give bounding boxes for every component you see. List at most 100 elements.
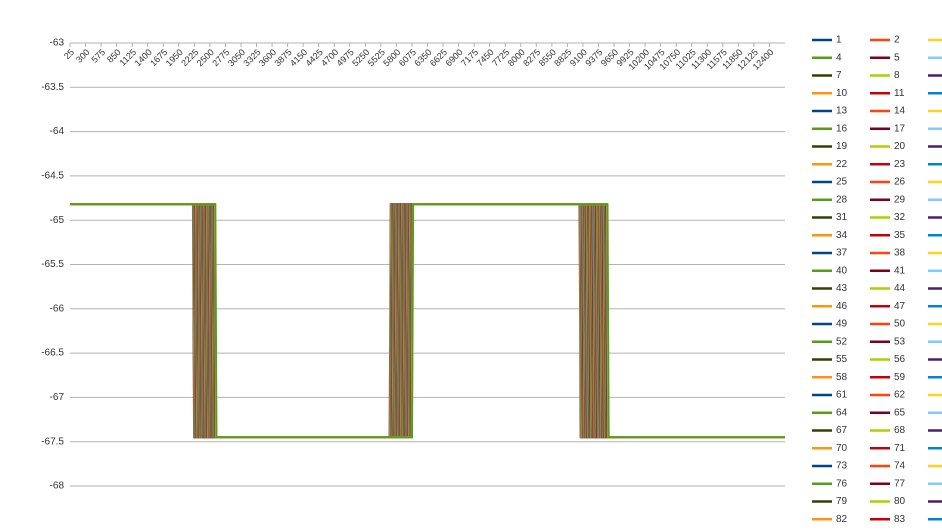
series-line (70, 203, 785, 439)
series-line (70, 203, 785, 439)
series-line (70, 203, 785, 439)
legend-label: 56 (894, 354, 906, 365)
x-tick-label: 575 (89, 47, 107, 65)
series-line (70, 203, 785, 439)
legend-label: 79 (836, 496, 848, 507)
legend-label: 53 (894, 336, 906, 347)
series-line (70, 203, 785, 439)
legend-label: 1 (836, 35, 842, 46)
series-line (70, 203, 785, 439)
series-line (70, 203, 785, 439)
series-line (70, 203, 785, 439)
y-tick-label: -65.5 (41, 259, 64, 270)
series-line (70, 203, 785, 439)
series-line (70, 203, 785, 439)
legend-label: 68 (894, 425, 906, 436)
series-line (70, 203, 785, 439)
y-tick-label: -64.5 (41, 171, 64, 182)
series-line (70, 203, 785, 439)
y-tick-label: -66.5 (41, 348, 64, 359)
legend-label: 41 (894, 265, 906, 276)
legend-label: 80 (894, 496, 906, 507)
legend-label: 7 (836, 70, 842, 81)
series-line (70, 203, 785, 439)
series-line (70, 203, 785, 439)
legend-label: 47 (894, 301, 906, 312)
legend-label: 25 (836, 177, 848, 188)
series-line (70, 203, 785, 439)
series-line (70, 203, 785, 439)
series-line (70, 203, 785, 439)
legend-label: 61 (836, 390, 848, 401)
legend-label: 65 (894, 407, 906, 418)
legend-label: 23 (894, 159, 906, 170)
series-line (70, 203, 785, 439)
series-line (70, 203, 785, 439)
series-line (70, 203, 785, 439)
legend-label: 46 (836, 301, 848, 312)
series-line (70, 203, 785, 439)
legend-label: 8 (894, 70, 900, 81)
legend-label: 52 (836, 336, 848, 347)
series-line (70, 203, 785, 439)
y-tick-label: -65 (50, 215, 65, 226)
legend-label: 31 (836, 212, 848, 223)
legend-label: 16 (836, 123, 848, 134)
series-line (70, 203, 785, 439)
legend-label: 26 (894, 177, 906, 188)
series-line (70, 203, 785, 439)
series-line (70, 203, 785, 439)
legend-label: 2 (894, 35, 900, 46)
series-line (70, 203, 785, 439)
series-line (70, 203, 785, 439)
series-line (70, 203, 785, 439)
series-line (70, 203, 785, 439)
series-line (70, 203, 785, 439)
series-line (70, 203, 785, 439)
y-tick-label: -67.5 (41, 436, 64, 447)
series-line (70, 203, 785, 439)
legend-label: 10 (836, 88, 848, 99)
series-line (70, 203, 785, 439)
series-line (70, 203, 785, 439)
legend-label: 28 (836, 194, 848, 205)
series-line (70, 203, 785, 439)
series-line (70, 203, 785, 439)
series-line (70, 203, 785, 439)
series-line (70, 203, 785, 439)
series-line (70, 203, 785, 439)
series-line (70, 203, 785, 439)
series-line (70, 203, 785, 439)
legend-label: 49 (836, 319, 848, 330)
series-line (70, 203, 785, 439)
series-line (70, 203, 785, 439)
series-line (70, 203, 785, 439)
series-line (70, 203, 785, 439)
series-line (70, 203, 785, 439)
legend-label: 43 (836, 283, 848, 294)
series-line (70, 203, 785, 439)
y-tick-label: -63 (50, 38, 65, 49)
legend-label: 44 (894, 283, 906, 294)
series-line (70, 203, 785, 439)
series-line (70, 203, 785, 439)
series-line (70, 203, 785, 439)
series-line (70, 203, 785, 439)
legend-label: 74 (894, 461, 906, 472)
series-line (70, 203, 785, 439)
series-line (70, 203, 785, 439)
legend-label: 35 (894, 230, 906, 241)
series-line (70, 203, 785, 439)
series-line (70, 203, 785, 439)
series-line (70, 203, 785, 439)
series-line (70, 203, 785, 439)
series-line (70, 203, 785, 439)
series-line (70, 203, 785, 439)
legend-label: 70 (836, 443, 848, 454)
y-tick-label: -66 (50, 303, 65, 314)
legend-label: 5 (894, 52, 900, 63)
series-line (70, 203, 785, 439)
legend-label: 82 (836, 514, 848, 525)
y-tick-label: -64 (50, 126, 65, 137)
